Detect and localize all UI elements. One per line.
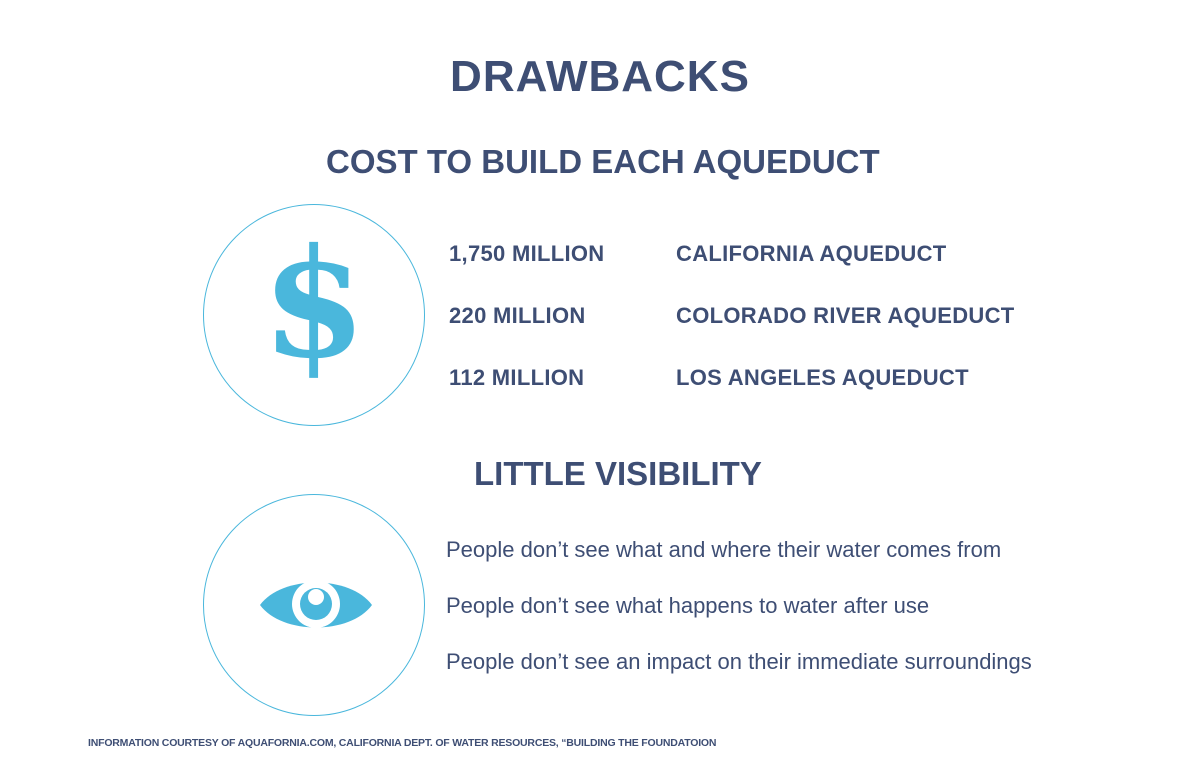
visibility-item: People don’t see what and where their wa… (446, 537, 1002, 562)
aqueduct-name: LOS ANGELES AQUEDUCT (676, 365, 969, 390)
cost-section-heading: COST TO BUILD EACH AQUEDUCT (326, 143, 880, 180)
dollar-sign-icon: $ (261, 216, 367, 392)
cost-row: 220 MILLION COLORADO RIVER AQUEDUCT (449, 303, 1015, 329)
cost-row: 1,750 MILLION CALIFORNIA AQUEDUCT (449, 241, 947, 267)
page-title: DRAWBACKS (450, 52, 750, 101)
eye-icon (260, 580, 372, 628)
aqueduct-name: COLORADO RIVER AQUEDUCT (676, 303, 1015, 328)
cost-amount: 112 MILLION (449, 365, 585, 390)
cost-amount: 220 MILLION (449, 303, 586, 328)
cost-amount: 1,750 MILLION (449, 241, 605, 266)
eye-icon-circle (203, 494, 425, 716)
aqueduct-name: CALIFORNIA AQUEDUCT (676, 241, 947, 266)
visibility-section-heading: LITTLE VISIBILITY (474, 455, 762, 492)
visibility-item: People don’t see what happens to water a… (446, 593, 930, 618)
visibility-item: People don’t see an impact on their imme… (446, 649, 1032, 674)
source-credit-footer: INFORMATION COURTESY OF AQUAFORNIA.COM, … (88, 737, 717, 749)
dollar-icon-circle: $ (203, 204, 425, 426)
cost-row: 112 MILLION LOS ANGELES AQUEDUCT (449, 365, 969, 391)
